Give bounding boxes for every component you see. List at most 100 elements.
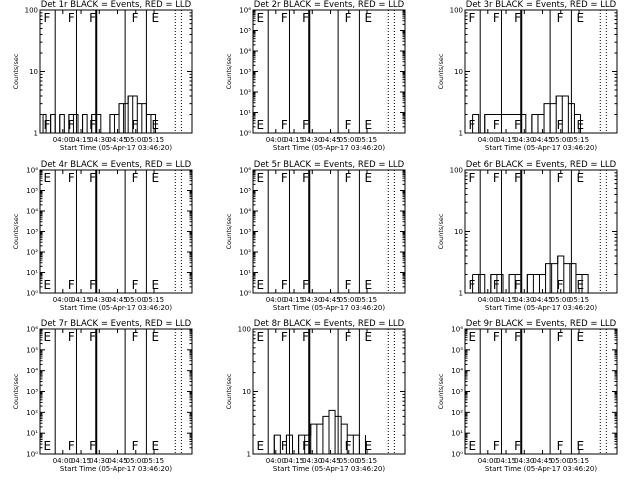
x-tick-label: 04:30 xyxy=(514,296,534,304)
y-tick-label: 10⁵ xyxy=(451,346,463,354)
y-tick-label: 10⁶ xyxy=(451,326,463,334)
flag-top: F xyxy=(89,171,96,185)
flag-top: F xyxy=(469,171,476,185)
flag-top: F xyxy=(345,330,352,344)
panel-title: Det 8r BLACK = Events, RED = LLD xyxy=(254,319,405,329)
y-axis-label: Counts/sec xyxy=(12,373,20,409)
y-axis-label: Counts/sec xyxy=(12,213,20,249)
x-tick-label: 04:45 xyxy=(532,457,552,465)
flag-bottom: F xyxy=(493,118,500,132)
flag-top: E xyxy=(44,171,52,185)
y-tick-label: 10⁴ xyxy=(239,48,251,56)
panel-title: Det 7r BLACK = Events, RED = LLD xyxy=(41,319,192,329)
panel-title: Det 6r BLACK = Events, RED = LLD xyxy=(466,160,617,170)
flag-top: F xyxy=(557,11,564,25)
flag-top: F xyxy=(89,11,96,25)
plot-frame xyxy=(252,169,406,294)
flag-bottom: E xyxy=(576,278,584,292)
detector-panel-1: Det 1r BLACK = Events, RED = LLD 1 10 100 Co… xyxy=(12,0,193,152)
x-tick-label: 05:15 xyxy=(144,136,164,144)
x-tick-label: 04:30 xyxy=(302,457,322,465)
x-tick-label: 04:45 xyxy=(107,457,127,465)
flag-top: F xyxy=(68,330,75,344)
detector-panel-8: Det 8r BLACK = Events, RED = LLD 1 10 100 Co… xyxy=(225,319,406,473)
detector-panel-9: Det 9r BLACK = Events, RED = LLD 10⁰ 10¹ 10… xyxy=(437,319,618,473)
detector-panel-7: Det 7r BLACK = Events, RED = LLD 10⁰ 10¹ 10… xyxy=(12,319,193,473)
flag-bottom: F xyxy=(514,439,521,453)
flag-top: F xyxy=(132,171,139,185)
detector-panel-5: Det 5r BLACK = Events, RED = LLD 10⁰ 10¹ 10… xyxy=(225,160,406,312)
flag-top: E xyxy=(469,330,477,344)
flag-top: E xyxy=(151,330,159,344)
y-tick-label: 10² xyxy=(26,249,38,257)
flag-bottom: F xyxy=(281,439,288,453)
flag-top: E xyxy=(364,330,372,344)
flag-top: F xyxy=(514,330,521,344)
flag-bottom: F xyxy=(281,278,288,292)
y-tick-label: 10² xyxy=(26,409,38,417)
x-tick-label: 04:15 xyxy=(496,136,516,144)
flag-top: E xyxy=(151,171,159,185)
y-tick-label: 1 xyxy=(459,130,463,138)
y-tick-label: 100 xyxy=(238,326,251,334)
flag-bottom: E xyxy=(257,118,265,132)
y-tick-label: 10⁰ xyxy=(26,290,38,298)
x-tick-label: 04:15 xyxy=(71,457,91,465)
flag-top: E xyxy=(364,11,372,25)
y-tick-label: 10³ xyxy=(451,388,463,396)
flag-top: E xyxy=(576,171,584,185)
y-tick-label: 10¹ xyxy=(26,430,38,438)
x-tick-label: 04:15 xyxy=(71,296,91,304)
flag-bottom: E xyxy=(364,278,372,292)
x-tick-label: 04:00 xyxy=(478,457,498,465)
flag-bottom: F xyxy=(557,118,564,132)
panel-title: Det 4r BLACK = Events, RED = LLD xyxy=(41,160,192,170)
panel-title: Det 1r BLACK = Events, RED = LLD xyxy=(41,0,192,10)
plot-frame xyxy=(39,169,193,294)
flag-top: F xyxy=(132,330,139,344)
x-axis-label: Start Time (05-Apr-17 03:46:20) xyxy=(485,304,597,312)
x-tick-label: 04:30 xyxy=(89,296,109,304)
x-tick-label: 04:45 xyxy=(320,296,340,304)
y-tick-label: 10² xyxy=(239,249,251,257)
flag-bottom: F xyxy=(302,439,309,453)
x-tick-label: 05:15 xyxy=(144,457,164,465)
y-tick-label: 1 xyxy=(34,130,38,138)
flag-top: F xyxy=(302,171,309,185)
x-tick-label: 05:00 xyxy=(551,296,571,304)
flag-bottom: F xyxy=(557,439,564,453)
flag-top: F xyxy=(493,330,500,344)
x-tick-label: 04:45 xyxy=(532,296,552,304)
flag-top: F xyxy=(469,11,476,25)
flag-top: F xyxy=(68,11,75,25)
y-tick-label: 10¹ xyxy=(26,269,38,277)
flag-top: F xyxy=(89,330,96,344)
x-tick-label: 04:00 xyxy=(266,457,286,465)
flag-bottom: E xyxy=(151,439,159,453)
x-tick-label: 05:15 xyxy=(144,296,164,304)
flag-top: F xyxy=(557,171,564,185)
panel-title: Det 5r BLACK = Events, RED = LLD xyxy=(254,160,405,170)
y-tick-label: 10⁴ xyxy=(239,208,251,216)
flag-bottom: F xyxy=(493,439,500,453)
x-tick-label: 04:15 xyxy=(284,296,304,304)
events-series xyxy=(472,95,581,134)
flag-bottom: F xyxy=(514,118,521,132)
x-tick-label: 05:15 xyxy=(569,457,589,465)
flag-bottom: F xyxy=(345,439,352,453)
x-tick-label: 04:00 xyxy=(478,296,498,304)
y-tick-label: 10⁵ xyxy=(239,27,251,35)
flag-bottom: F xyxy=(89,118,96,132)
x-tick-label: 05:00 xyxy=(126,136,146,144)
x-tick-label: 04:15 xyxy=(284,136,304,144)
plot-frame xyxy=(464,328,618,455)
y-axis-label: Counts/sec xyxy=(225,53,233,89)
y-tick-label: 10³ xyxy=(239,68,251,76)
x-tick-label: 04:45 xyxy=(107,296,127,304)
flag-bottom: E xyxy=(44,439,52,453)
flag-bottom: F xyxy=(89,278,96,292)
y-tick-label: 10 xyxy=(29,68,38,76)
events-series xyxy=(268,409,366,455)
x-tick-label: 05:00 xyxy=(551,457,571,465)
flag-top: E xyxy=(364,171,372,185)
